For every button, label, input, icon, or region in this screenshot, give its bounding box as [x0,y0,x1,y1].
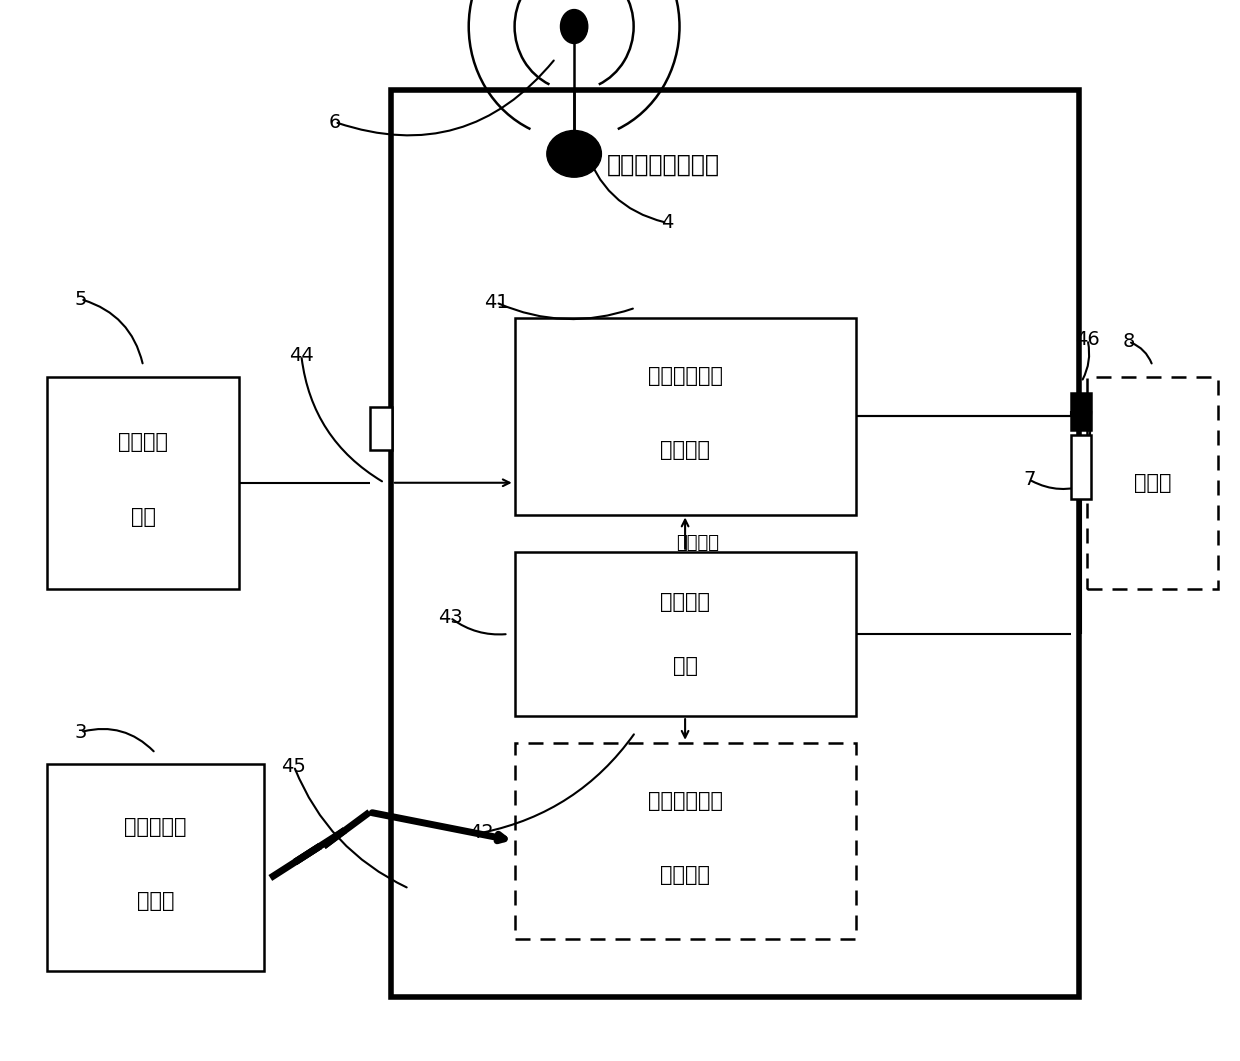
Text: 45: 45 [281,756,306,776]
Text: 44: 44 [289,346,314,365]
Bar [515,743,856,939]
Text: 电源接口: 电源接口 [676,535,719,552]
Text: 4: 4 [661,213,673,232]
Bar [515,552,856,716]
Bar [370,407,392,450]
Text: 3: 3 [74,723,87,742]
Circle shape [547,131,601,177]
Text: 舰载时统: 舰载时统 [118,433,169,452]
Bar [515,318,856,515]
Text: 对准模块: 对准模块 [660,865,711,885]
Text: 41: 41 [484,293,508,312]
Bar [47,377,239,589]
Bar [47,764,264,971]
Text: 及信道: 及信道 [136,891,175,911]
Bar [1071,393,1091,430]
Bar [1071,435,1091,499]
Bar [1087,377,1218,589]
Text: 8: 8 [1122,332,1135,351]
Bar [391,90,1079,997]
Text: 超短波天线: 超短波天线 [124,817,187,837]
Text: 42: 42 [469,823,494,842]
Text: 46: 46 [1075,330,1100,349]
Text: 设备: 设备 [130,507,156,526]
Text: 舰机时间初始: 舰机时间初始 [647,366,723,386]
Text: 模块: 模块 [672,656,698,676]
Text: 对准模块: 对准模块 [660,440,711,460]
Text: 舰载机: 舰载机 [1133,473,1172,492]
Text: 直流电源: 直流电源 [660,592,711,612]
Text: 43: 43 [438,608,463,627]
Text: 舰机惯导初始: 舰机惯导初始 [647,790,723,811]
Ellipse shape [560,10,588,44]
Text: 无线对准手持终端: 无线对准手持终端 [606,153,720,176]
Text: 7: 7 [1023,470,1035,489]
Text: 5: 5 [74,290,87,309]
Text: 6: 6 [329,112,341,132]
